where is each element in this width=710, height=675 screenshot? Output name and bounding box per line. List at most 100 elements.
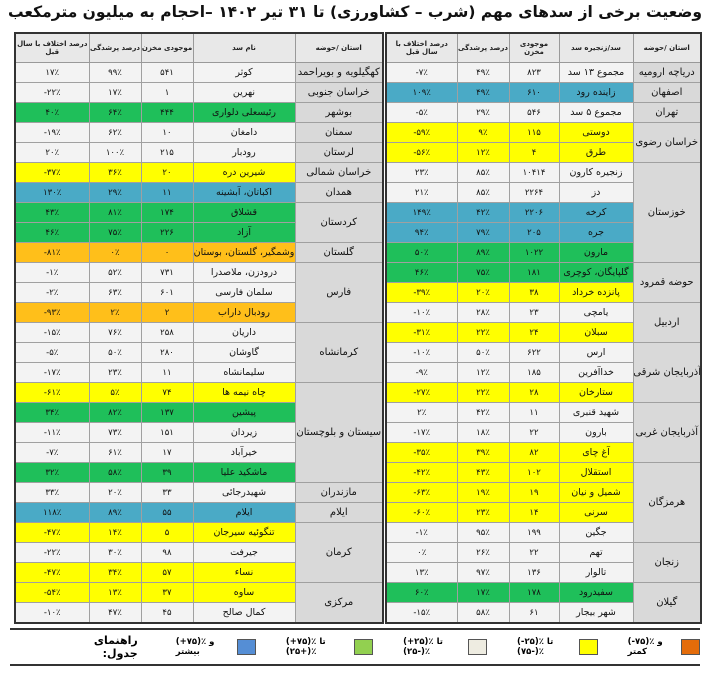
storage-cell: ۵۴۶ <box>508 102 560 123</box>
dam-name-cell: مجموع ۱۳ سد <box>558 62 634 83</box>
column-header-diff: درصد اختلاف با سال قبل <box>385 32 458 63</box>
dam-name-cell: ستارخان <box>558 382 634 403</box>
diff-percent-cell: -۱۷٪ <box>385 422 458 443</box>
storage-cell: ۱۸۱ <box>508 262 560 283</box>
storage-cell: ۲۲ <box>508 542 560 563</box>
dam-name-cell: خداآفرین <box>558 362 634 383</box>
dam-name-cell: رودبار <box>192 142 296 163</box>
storage-cell: ۱ <box>140 82 194 103</box>
dam-name-cell: آغ چای <box>558 442 634 463</box>
fill-percent-cell: ۲۰٪ <box>88 482 142 503</box>
column-header-fill: درصد پرشدگی <box>88 32 142 63</box>
fill-percent-cell: ۷۳٪ <box>88 422 142 443</box>
fill-percent-cell: ۱۸٪ <box>456 422 510 443</box>
fill-percent-cell: ۹٪ <box>456 122 510 143</box>
fill-percent-cell: ۸۱٪ <box>88 202 142 223</box>
storage-cell: ۲۵۸ <box>140 322 194 343</box>
storage-cell: ۵۵ <box>140 502 194 523</box>
storage-cell: ۱۱ <box>140 362 194 383</box>
dam-name-cell: شمیل و نیان <box>558 482 634 503</box>
province-cell: گلستان <box>294 242 384 263</box>
storage-cell: ۱۸۵ <box>508 362 560 383</box>
storage-cell: ۳۸ <box>508 282 560 303</box>
diff-percent-cell: -۴۷٪ <box>14 562 90 583</box>
storage-cell: ۷۴ <box>140 382 194 403</box>
legend-item: (-۲۵)٪ تا (-۷۵)٪ <box>511 637 598 657</box>
diff-percent-cell: -۱۰٪ <box>14 602 90 624</box>
table-row: آذربایجان غربی شهید قنبری ۱۱ ۴۲٪ ۲٪ <box>385 402 702 463</box>
dam-name-cell: اکباتان، آبشینه <box>192 182 296 203</box>
fill-percent-cell: ۶۴٪ <box>88 102 142 123</box>
storage-cell: ۲۲ <box>508 422 560 443</box>
province-cell: حوضه قمرود <box>632 262 702 303</box>
fill-percent-cell: ۲۹٪ <box>88 182 142 203</box>
storage-cell: ۱۰۲۲ <box>508 242 560 263</box>
diff-percent-cell: -۸۱٪ <box>14 242 90 263</box>
table-row: خراسان رضوی دوستی ۱۱۵ ۹٪ -۵۹٪ <box>385 122 702 163</box>
dam-name-cell: قشلاق <box>192 202 296 223</box>
fill-percent-cell: ۲۳٪ <box>456 502 510 523</box>
table-row: کرمان تنگوئیه سیرجان ۵ ۱۴٪ -۴۷٪ <box>14 522 384 583</box>
fill-percent-cell: ۳۰٪ <box>88 542 142 563</box>
storage-cell: ۲ <box>140 302 194 323</box>
dam-name-cell: دز <box>558 182 634 203</box>
diff-percent-cell: -۱۷٪ <box>14 362 90 383</box>
province-cell: سیستان و بلوچستان <box>294 382 384 483</box>
fill-percent-cell: ۲۶٪ <box>456 542 510 563</box>
dam-name-cell: درودزن، ملاصدرا <box>192 262 296 283</box>
storage-cell: ۱۹ <box>508 482 560 503</box>
fill-percent-cell: ۳۹٪ <box>456 442 510 463</box>
province-cell: سمنان <box>294 122 384 143</box>
storage-cell: ۲۳ <box>508 302 560 323</box>
dam-name-cell: جیرفت <box>192 542 296 563</box>
legend-swatch <box>578 639 598 655</box>
table-row: همدان اکباتان، آبشینه ۱۱ ۲۹٪ ۱۳۰٪ <box>14 182 384 203</box>
storage-cell: ۶۱ <box>508 602 560 624</box>
fill-percent-cell: ۴۷٪ <box>88 602 142 624</box>
dam-name-cell: جره <box>558 222 634 243</box>
storage-cell: ۱۱۵ <box>508 122 560 143</box>
storage-cell: ۵۴۱ <box>140 62 194 83</box>
dam-name-cell: جگین <box>558 522 634 543</box>
storage-cell: ۳۳ <box>140 482 194 503</box>
dam-name-cell: تهم <box>558 542 634 563</box>
dam-name-cell: استقلال <box>558 462 634 483</box>
diff-percent-cell: ۱۴۹٪ <box>385 202 458 223</box>
fill-percent-cell: ۴۲٪ <box>456 202 510 223</box>
fill-percent-cell: ۷۶٪ <box>88 322 142 343</box>
storage-cell: ۱۹۹ <box>508 522 560 543</box>
storage-cell: ۲۸ <box>508 382 560 403</box>
storage-cell: ۴ <box>508 142 560 163</box>
province-cell: مرکزی <box>294 582 384 624</box>
diff-percent-cell: -۵٪ <box>385 102 458 123</box>
storage-cell: ۰ <box>140 242 194 263</box>
dam-name-cell: سفیدرود <box>558 582 634 603</box>
table-row: خیرآباد ۱۷ ۶۱٪ -۷٪ <box>14 442 383 463</box>
diff-percent-cell: -۳۹٪ <box>385 282 458 303</box>
dam-name-cell: داریان <box>192 322 296 343</box>
dam-name-cell: وشمگیر، گلستان، بوستان <box>192 242 296 263</box>
table-row: گاوشان ۲۸۰ ۵۰٪ -۵٪ <box>14 342 383 363</box>
dam-name-cell: زیردان <box>192 422 296 443</box>
table-row: ستارخان ۲۸ ۲۲٪ -۲۷٪ <box>385 382 701 403</box>
fill-percent-cell: ۵۰٪ <box>456 342 510 363</box>
fill-percent-cell: ۵٪ <box>88 382 142 403</box>
table-row: خراسان جنوبی نهرین ۱ ۱۷٪ -۲۲٪ <box>14 82 384 103</box>
diff-percent-cell: -۳۷٪ <box>14 162 90 183</box>
storage-cell: ۱۰۴۱۴ <box>508 162 560 183</box>
storage-cell: ۲۱۵ <box>140 142 194 163</box>
province-cell: آذربایجان شرقی <box>632 342 702 403</box>
diff-percent-cell: -۵٪ <box>14 342 90 363</box>
dam-name-cell: کرخه <box>558 202 634 223</box>
province-cell: کهگیلویه و بویراحمد <box>294 62 384 83</box>
diff-percent-cell: -۱٪ <box>14 262 90 283</box>
fill-percent-cell: ۵۸٪ <box>456 602 510 624</box>
table-row: فارس درودزن، ملاصدرا ۷۳۱ ۵۲٪ -۱٪ <box>14 262 384 323</box>
column-header-diff: درصد اختلاف با سال قبل <box>14 32 90 63</box>
legend-item: (+۷۵)٪ و بیشتر <box>170 637 256 657</box>
diff-percent-cell: -۲۲٪ <box>14 82 90 103</box>
diff-percent-cell: -۳۵٪ <box>385 442 458 463</box>
storage-cell: ۹۸ <box>140 542 194 563</box>
storage-cell: ۶۲۲ <box>508 342 560 363</box>
province-cell: اصفهان <box>632 82 702 103</box>
